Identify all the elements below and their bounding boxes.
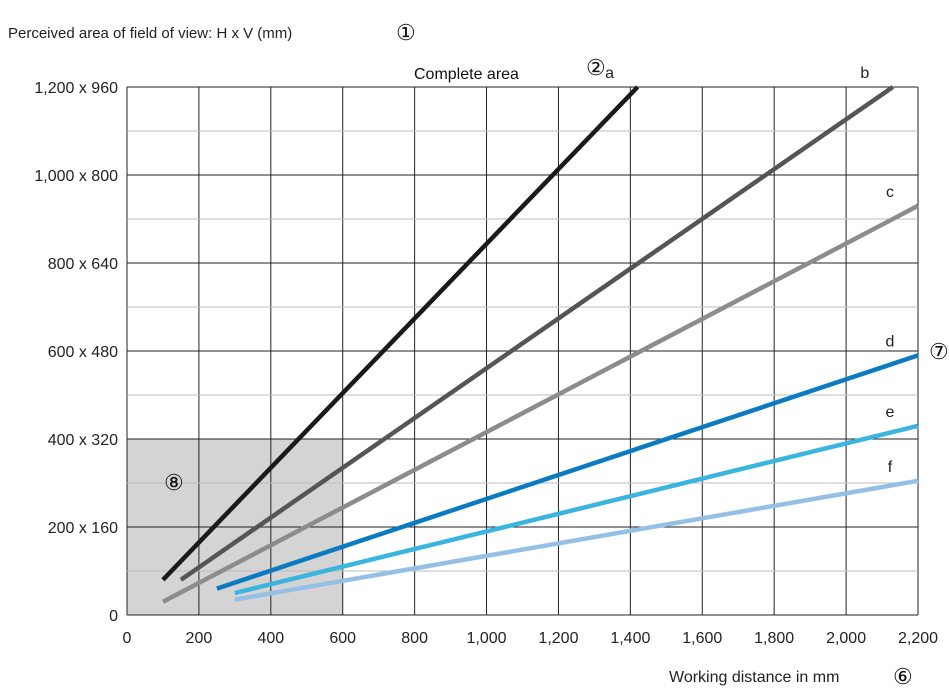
x-tick-labels: 0 200 400 600 800 1,000 1,200 1,400 1,600 1,800 2,… [123, 630, 939, 647]
complete-area-label: Complete area [414, 66, 519, 83]
series-lines [161, 85, 920, 604]
y-tick-labels: 0 200 x 160 400 x 320 600 x 480 800 x 640 1,0… [34, 80, 118, 625]
x-tick-label: 200 [186, 630, 213, 647]
series-labels: a b c d e f [605, 65, 894, 476]
y-tick-label: 0 [109, 608, 118, 625]
series-line-b [179, 85, 895, 582]
x-axis-label-marker: ⑥ [893, 664, 913, 689]
complete-area-marker: ② [586, 55, 606, 80]
series-label-d: d [886, 333, 895, 350]
series-line-a [161, 85, 640, 582]
x-tick-label: 1,200 [538, 630, 578, 647]
series-line-f [234, 478, 919, 602]
series-label-f: f [888, 459, 893, 476]
x-tick-label: 800 [401, 630, 428, 647]
series-line-d [216, 353, 919, 591]
x-tick-label: 400 [257, 630, 284, 647]
x-tick-label: 2,200 [898, 630, 938, 647]
x-tick-label: 1,600 [682, 630, 722, 647]
y-tick-label: 200 x 160 [48, 520, 118, 537]
y-tick-label: 600 x 480 [48, 344, 118, 361]
region-marker: ⑧ [164, 470, 184, 495]
y-axis-label: Perceived area of field of view: H x V (… [8, 25, 292, 42]
y-tick-label: 400 x 320 [48, 432, 118, 449]
x-tick-label: 1,400 [610, 630, 650, 647]
series-line-e [234, 423, 919, 596]
series-label-e: e [886, 404, 895, 421]
y-axis-label-marker: ① [396, 20, 416, 45]
x-tick-label: 1,000 [467, 630, 507, 647]
x-tick-label: 1,800 [754, 630, 794, 647]
y-tick-label: 1,000 x 800 [34, 168, 118, 185]
series-label-a: a [605, 65, 614, 82]
y-tick-label: 1,200 x 960 [34, 80, 118, 97]
series-line-c [161, 203, 920, 604]
series-d-marker: ⑦ [929, 339, 949, 364]
x-tick-label: 2,000 [826, 630, 866, 647]
y-tick-label: 800 x 640 [48, 256, 118, 273]
x-tick-label: 0 [123, 630, 132, 647]
series-label-b: b [860, 65, 869, 82]
series-label-c: c [886, 184, 894, 201]
x-axis-label: Working distance in mm [669, 669, 839, 686]
x-tick-label: 600 [329, 630, 356, 647]
